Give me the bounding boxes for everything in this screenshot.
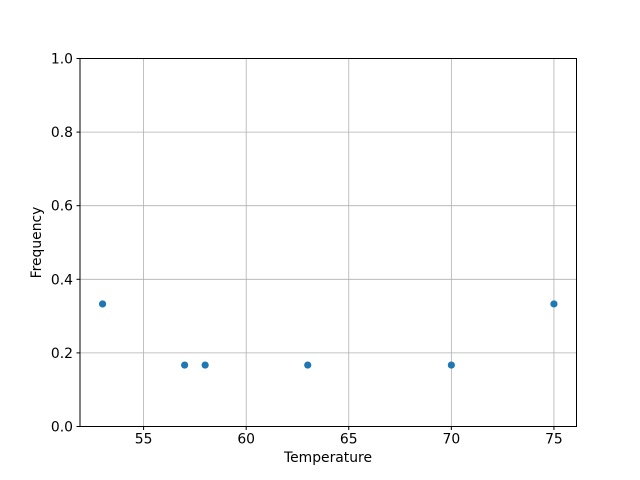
y-tick-label: 0.6 — [51, 199, 73, 215]
x-tick-label: 60 — [237, 432, 255, 448]
x-tick-label: 65 — [340, 432, 358, 448]
data-point — [201, 361, 209, 369]
points-layer — [98, 300, 558, 369]
x-tick-label: 55 — [135, 432, 153, 448]
y-tick-label: 1.0 — [51, 52, 73, 68]
x-tick-label: 75 — [545, 432, 563, 448]
y-tick-label: 0.2 — [51, 346, 73, 362]
data-point — [304, 361, 312, 369]
grid-layer — [80, 58, 577, 427]
y-tick-label: 0.0 — [51, 420, 73, 436]
x-tick-label: 70 — [443, 432, 461, 448]
y-tick-label: 0.8 — [51, 125, 73, 141]
data-point — [447, 361, 455, 369]
data-point — [98, 300, 107, 308]
data-point — [181, 361, 189, 369]
plot-frame — [79, 58, 577, 427]
tick-layer: 55 60 65 70 75 0.0 0.2 0.4 0.6 0.8 1.0 — [51, 52, 563, 448]
x-axis-label: Temperature — [283, 450, 372, 466]
data-point — [550, 300, 558, 308]
y-axis-label: Frequency — [29, 207, 45, 279]
y-tick-label: 0.4 — [51, 272, 73, 288]
axes-spines — [79, 58, 577, 427]
